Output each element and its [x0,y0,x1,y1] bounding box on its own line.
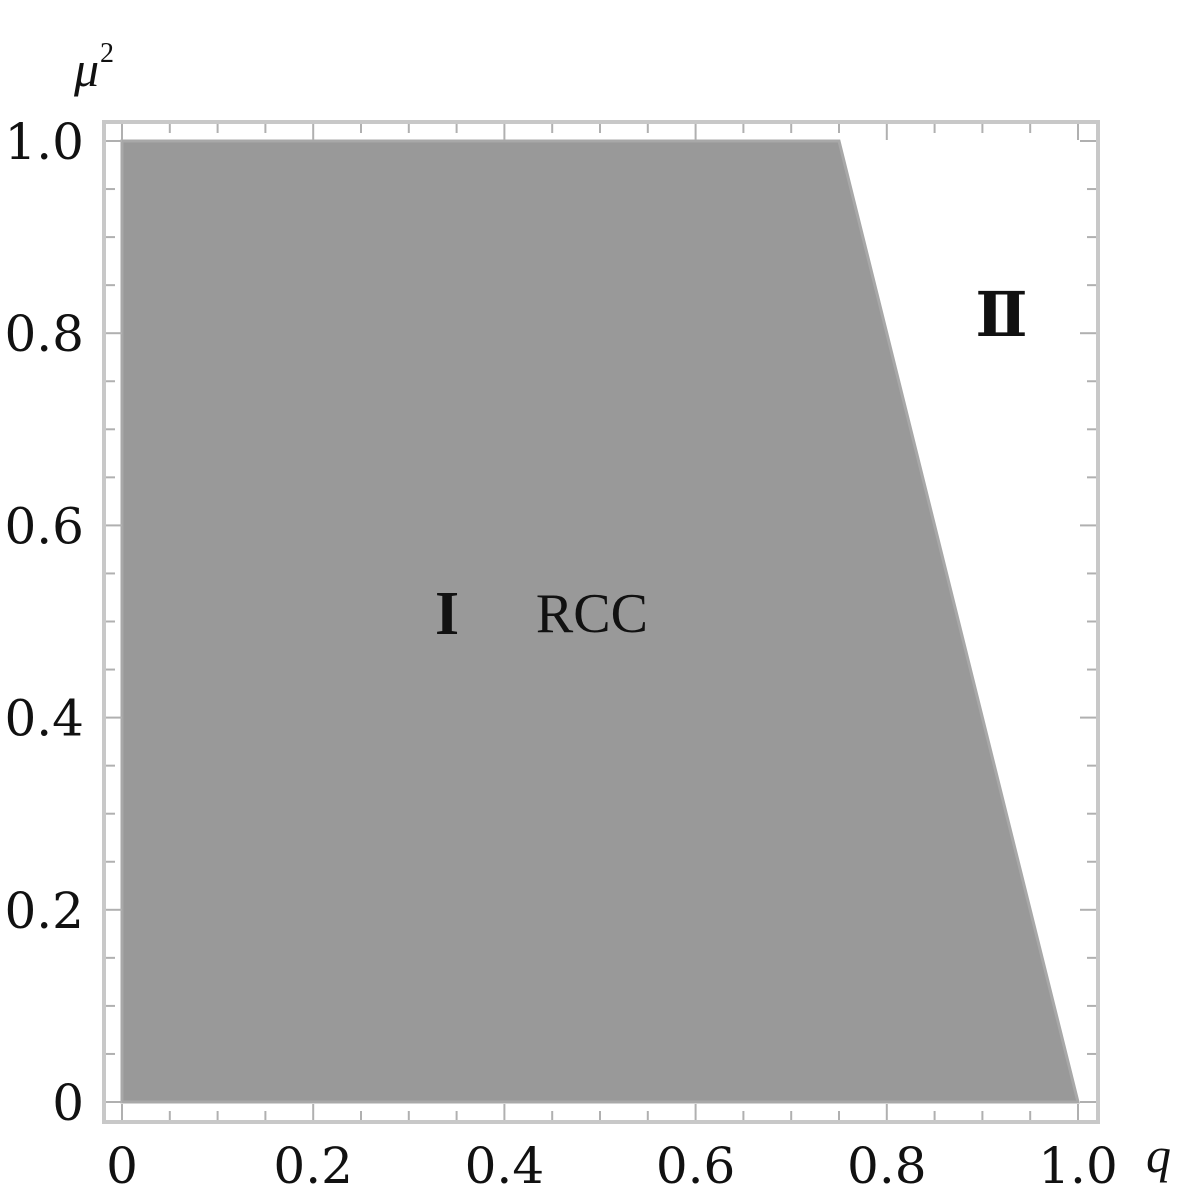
tick-marks [106,124,1096,1120]
y-axis-label: μ [73,41,99,97]
y-tick-label: 0.2 [4,882,84,940]
region-label-II: Ⅱ [975,282,1027,350]
x-axis-label: q [1146,1127,1171,1183]
y-tick-label: 0.4 [4,690,84,748]
y-tick-label: 0.6 [4,497,84,555]
region-I-fill [120,139,1080,1104]
x-tick-labels: 0 0.2 0.4 0.6 0.8 1.0 [106,1137,1118,1195]
region-label-I: I [435,580,459,648]
x-tick-label: 0.4 [465,1137,545,1195]
x-tick-label: 0.2 [273,1137,353,1195]
y-axis-label-superscript: 2 [100,38,114,69]
y-tick-label: 0.8 [4,305,84,363]
x-tick-label: 0.6 [656,1137,736,1195]
y-tick-labels: 0 0.2 0.4 0.6 0.8 1.0 [4,113,84,1132]
y-tick-label: 1.0 [4,113,84,171]
y-tick-label: 0 [52,1074,84,1132]
x-tick-label: 1.0 [1038,1137,1118,1195]
x-tick-label: 0.8 [847,1137,927,1195]
rcc-annotation: RCC [536,583,648,645]
x-tick-label: 0 [106,1137,138,1195]
